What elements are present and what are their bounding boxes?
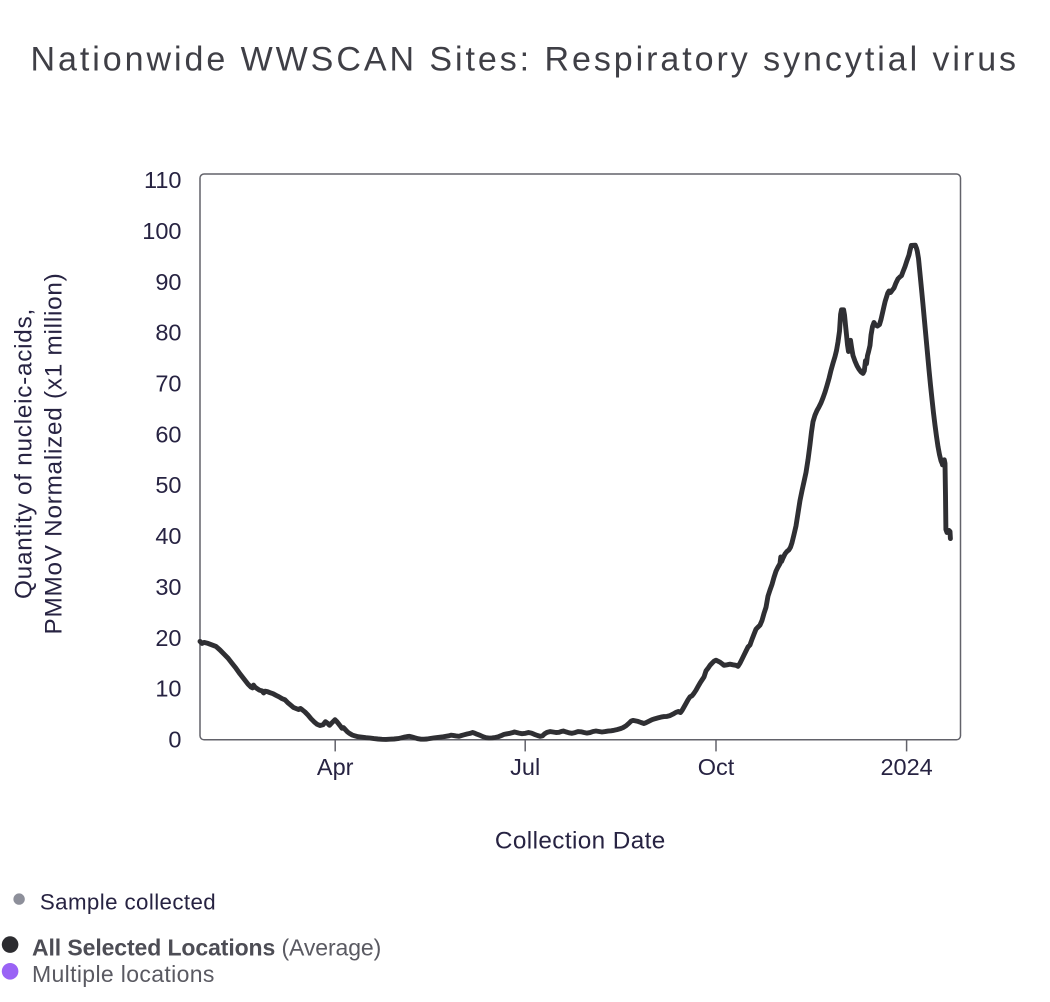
svg-text:Jul: Jul bbox=[510, 754, 540, 780]
svg-text:Sample collected: Sample collected bbox=[40, 890, 216, 915]
svg-text:40: 40 bbox=[155, 523, 181, 549]
svg-text:0: 0 bbox=[168, 727, 181, 753]
svg-text:Collection Date: Collection Date bbox=[495, 827, 666, 854]
svg-text:110: 110 bbox=[144, 167, 181, 193]
svg-text:Nationwide WWSCAN Sites: Respi: Nationwide WWSCAN Sites: Respiratory syn… bbox=[31, 41, 1020, 79]
svg-text:70: 70 bbox=[155, 371, 181, 397]
svg-text:50: 50 bbox=[155, 472, 181, 498]
svg-text:60: 60 bbox=[155, 421, 181, 447]
svg-text:80: 80 bbox=[155, 320, 181, 346]
svg-text:100: 100 bbox=[142, 218, 181, 244]
svg-text:20: 20 bbox=[155, 625, 181, 651]
svg-text:Multiple locations: Multiple locations bbox=[32, 961, 215, 987]
svg-text:Oct: Oct bbox=[698, 754, 735, 780]
svg-text:All Selected Locations (Averag: All Selected Locations (Average) bbox=[32, 935, 381, 961]
svg-text:30: 30 bbox=[155, 574, 181, 600]
svg-text:Apr: Apr bbox=[317, 754, 354, 780]
svg-text:PMMoV Normalized (x1 million): PMMoV Normalized (x1 million) bbox=[40, 273, 67, 635]
svg-text:10: 10 bbox=[155, 676, 181, 702]
svg-text:Quantity of nucleic-acids,: Quantity of nucleic-acids, bbox=[11, 308, 38, 599]
svg-text:90: 90 bbox=[155, 269, 181, 295]
svg-text:2024: 2024 bbox=[880, 754, 932, 780]
